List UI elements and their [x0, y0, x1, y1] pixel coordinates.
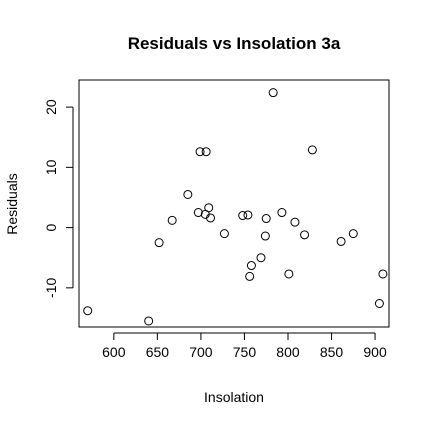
- data-point: [246, 261, 256, 271]
- data-point: [204, 203, 214, 213]
- x-tick-label: 700: [189, 344, 213, 360]
- data-point: [284, 269, 294, 279]
- x-tick-label: 600: [102, 344, 126, 360]
- y-tick-label: 20: [43, 99, 59, 115]
- data-point: [183, 189, 193, 199]
- data-point: [83, 306, 93, 316]
- data-point: [167, 215, 177, 225]
- x-axis: 600 650 700 750 800 850 900: [102, 332, 387, 360]
- data-point: [336, 236, 346, 246]
- y-tick-label: -10: [43, 278, 59, 298]
- x-tick-label: 900: [363, 344, 387, 360]
- data-point: [154, 238, 164, 248]
- data-point: [245, 271, 255, 281]
- data-point: [268, 88, 278, 98]
- data-points: [83, 88, 388, 326]
- data-point: [195, 147, 205, 157]
- data-point: [307, 145, 317, 155]
- data-point: [300, 230, 310, 240]
- x-axis-label: Insolation: [204, 389, 264, 405]
- data-point: [256, 253, 266, 263]
- y-axis-label: Residuals: [4, 173, 20, 234]
- data-point: [243, 210, 253, 220]
- x-tick-label: 750: [233, 344, 257, 360]
- data-point: [261, 214, 271, 224]
- y-tick-label: 0: [43, 223, 59, 231]
- data-point: [219, 229, 229, 239]
- plot-frame: [78, 79, 390, 328]
- y-axis: -10 0 10 20: [43, 99, 74, 298]
- data-point: [201, 147, 211, 157]
- data-point: [378, 269, 388, 279]
- y-tick-label: 10: [43, 159, 59, 175]
- data-point: [277, 208, 287, 218]
- x-tick-label: 650: [146, 344, 170, 360]
- data-point: [144, 316, 154, 326]
- chart-title: Residuals vs Insolation 3a: [128, 34, 341, 53]
- x-tick-label: 800: [276, 344, 300, 360]
- data-point: [193, 208, 203, 218]
- data-point: [290, 217, 300, 227]
- data-point: [260, 231, 270, 241]
- data-point: [348, 229, 358, 239]
- x-tick-label: 850: [320, 344, 344, 360]
- data-point: [238, 211, 248, 221]
- data-point: [205, 213, 215, 223]
- data-point: [374, 299, 384, 309]
